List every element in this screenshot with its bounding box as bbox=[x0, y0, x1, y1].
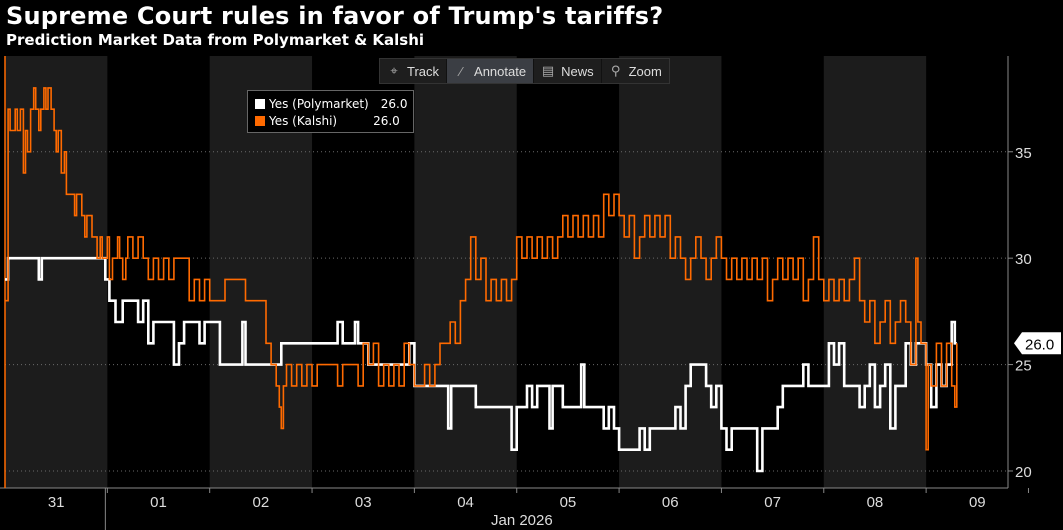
annotate-label: Annotate bbox=[474, 63, 527, 79]
current-value-label: 26.0 bbox=[1025, 336, 1054, 353]
y-tick-label: 20 bbox=[1015, 464, 1032, 481]
pencil-icon: ⁄ bbox=[459, 63, 463, 79]
x-axis: 31 01 02 03 04 05 06 07 08 09 Jan 2026 bbox=[48, 488, 1029, 530]
annotate-button[interactable]: ⁄ Annotate bbox=[447, 59, 535, 83]
y-tick-label: 35 bbox=[1015, 145, 1032, 162]
x-tick-label: 01 bbox=[150, 494, 167, 511]
legend-value-polymarket: 26.0 bbox=[380, 96, 408, 111]
chart-toolbar: ⌖ Track ⁄ Annotate ▤ News ⚲ Zoom bbox=[379, 58, 670, 84]
shaded-day-band bbox=[5, 56, 108, 488]
series-line-polymarket bbox=[5, 256, 957, 473]
shaded-day-band bbox=[619, 56, 722, 488]
current-value-tag bbox=[1014, 332, 1061, 355]
zoom-button[interactable]: ⚲ Zoom bbox=[602, 59, 669, 83]
y-tick-label: 25 bbox=[1015, 358, 1032, 375]
news-button[interactable]: ▤ News bbox=[534, 59, 602, 83]
legend-label-kalshi: Yes (Kalshi) bbox=[269, 113, 338, 128]
x-tick-label: 07 bbox=[764, 494, 781, 511]
track-button[interactable]: ⌖ Track bbox=[380, 59, 448, 83]
legend-value-kalshi: 26.0 bbox=[373, 113, 400, 128]
kalshi-swatch bbox=[255, 115, 265, 126]
x-axis-label: Jan 2026 bbox=[491, 512, 553, 529]
series-lines bbox=[5, 87, 958, 473]
x-tick-label: 05 bbox=[560, 494, 577, 511]
polymarket-swatch bbox=[255, 98, 265, 109]
legend-label-polymarket: Yes (Polymarket) bbox=[269, 96, 369, 111]
track-label: Track bbox=[407, 63, 440, 79]
legend-item-polymarket[interactable]: Yes (Polymarket) 26.0 bbox=[255, 95, 407, 112]
x-tick-label: 04 bbox=[457, 494, 474, 511]
legend-item-kalshi[interactable]: Yes (Kalshi) 26.0 bbox=[255, 112, 407, 129]
chart-title: Supreme Court rules in favor of Trump's … bbox=[6, 2, 664, 30]
x-tick-label: 09 bbox=[969, 494, 986, 511]
crosshair-icon: ⌖ bbox=[390, 63, 398, 78]
y-axis: 20 25 30 35 26.0 bbox=[1008, 145, 1061, 481]
shaded-day-band bbox=[823, 56, 927, 488]
shaded-day-band bbox=[414, 56, 517, 488]
zoom-label: Zoom bbox=[628, 63, 662, 79]
x-tick-label: 06 bbox=[662, 494, 679, 511]
x-tick-label: 02 bbox=[253, 494, 270, 511]
x-tick-label: 31 bbox=[48, 494, 65, 511]
y-tick-label: 30 bbox=[1015, 251, 1032, 268]
chart-subtitle: Prediction Market Data from Polymarket &… bbox=[6, 31, 425, 49]
x-tick-label: 08 bbox=[867, 494, 884, 511]
news-icon: ▤ bbox=[541, 63, 555, 78]
news-label: News bbox=[561, 63, 594, 79]
series-line-kalshi bbox=[5, 87, 958, 451]
magnifier-icon: ⚲ bbox=[610, 63, 621, 78]
gridlines bbox=[0, 56, 1009, 489]
x-tick-label: 03 bbox=[355, 494, 372, 511]
chart-legend: Yes (Polymarket) 26.0 Yes (Kalshi) 26.0 bbox=[247, 90, 415, 133]
